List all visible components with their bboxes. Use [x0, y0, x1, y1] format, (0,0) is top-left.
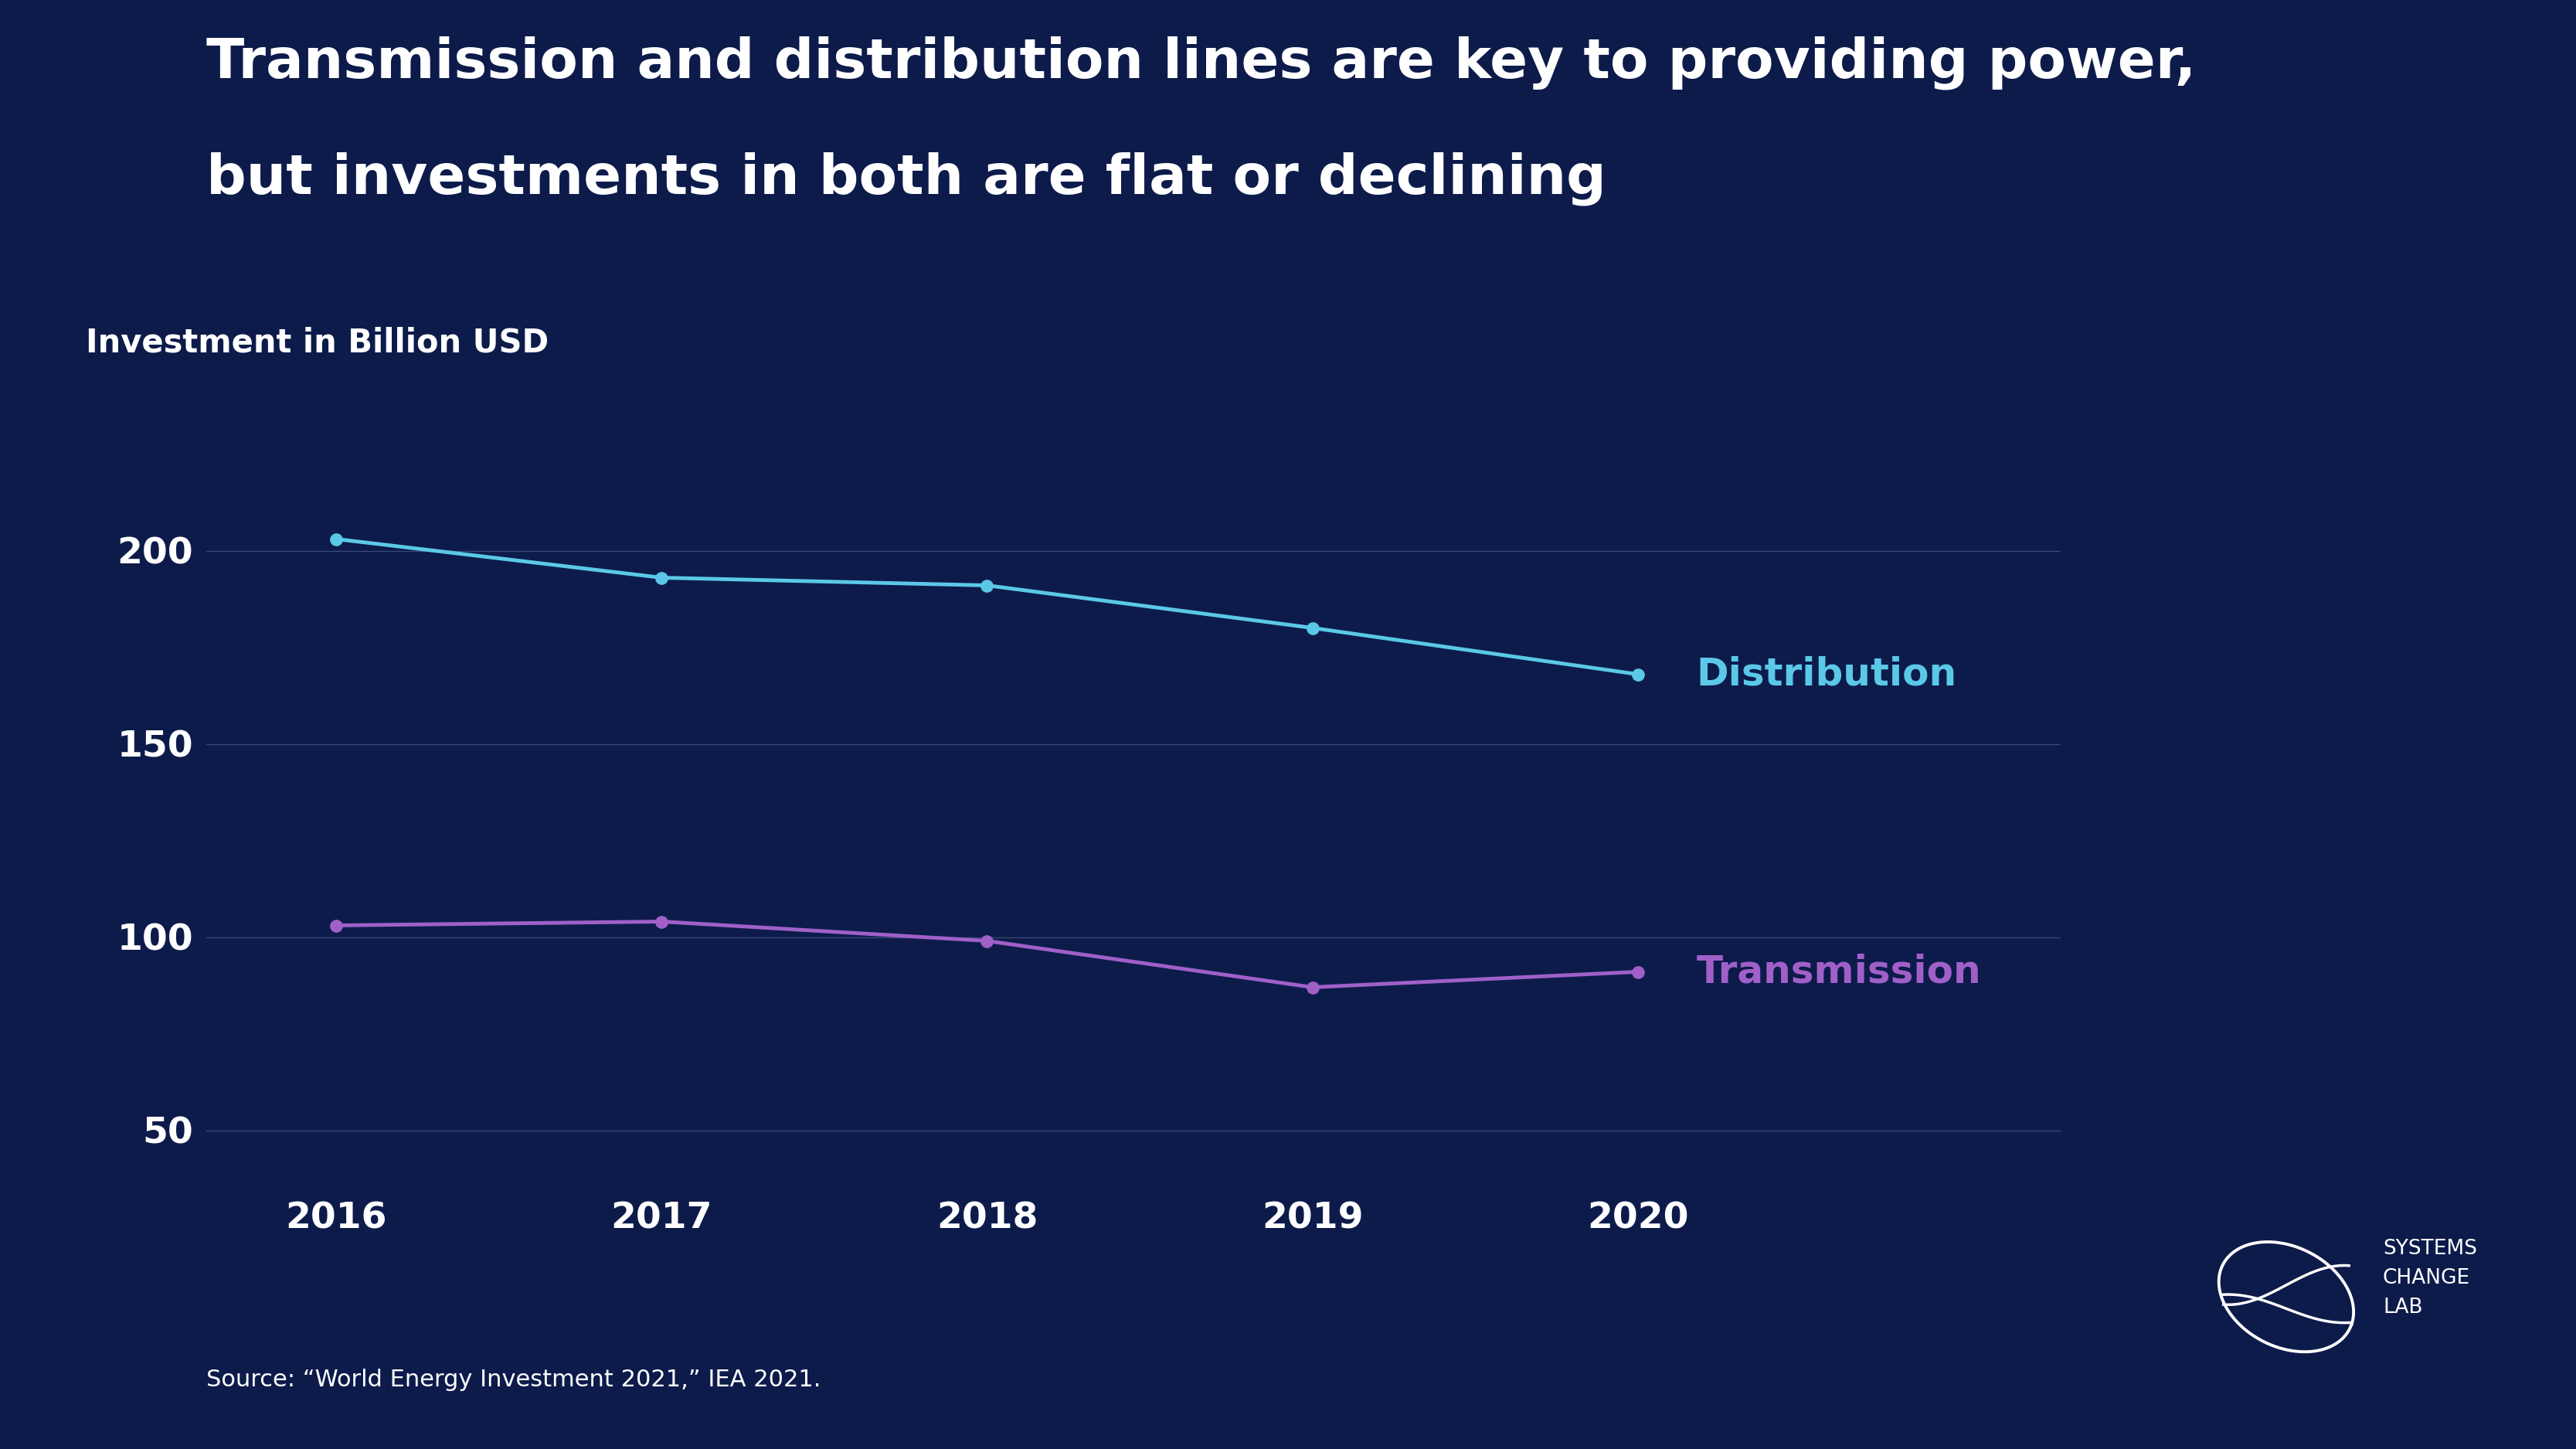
- Text: Distribution: Distribution: [1698, 656, 1958, 693]
- Text: Investment in Billion USD: Investment in Billion USD: [85, 327, 549, 359]
- Text: Source: “World Energy Investment 2021,” IEA 2021.: Source: “World Energy Investment 2021,” …: [206, 1369, 822, 1391]
- Text: Transmission and distribution lines are key to providing power,: Transmission and distribution lines are …: [206, 36, 2195, 90]
- Text: Transmission: Transmission: [1698, 953, 1981, 990]
- Text: SYSTEMS
CHANGE
LAB: SYSTEMS CHANGE LAB: [2383, 1239, 2478, 1317]
- Text: but investments in both are flat or declining: but investments in both are flat or decl…: [206, 152, 1605, 206]
